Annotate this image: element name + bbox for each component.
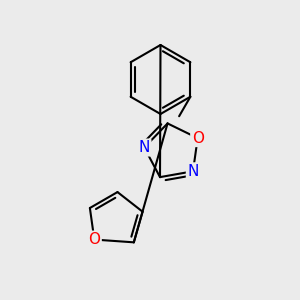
Text: O: O (88, 232, 100, 247)
Text: N: N (139, 140, 150, 155)
Text: O: O (192, 130, 204, 146)
Text: N: N (187, 164, 199, 179)
